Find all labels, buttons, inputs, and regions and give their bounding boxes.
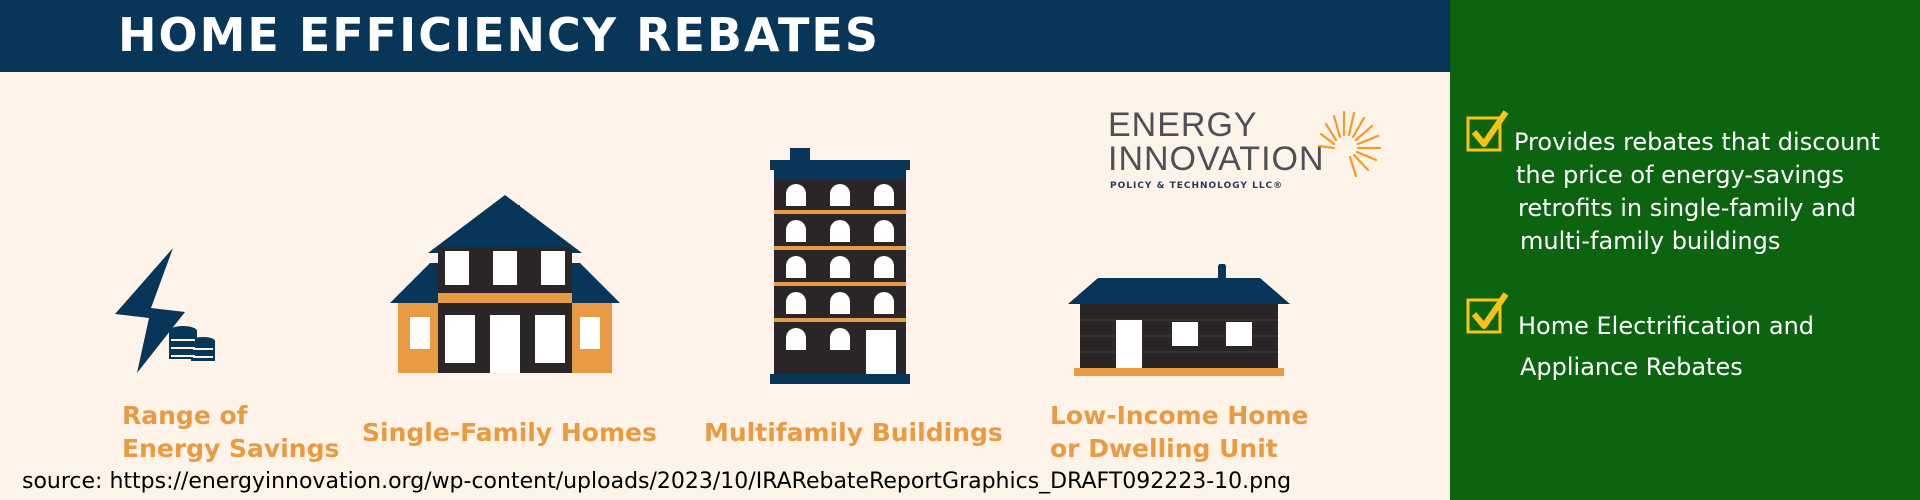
bullet-line: retrofits in single-family and bbox=[1518, 194, 1857, 222]
label-line: Low-Income Home bbox=[1050, 401, 1309, 430]
label-line: Energy Savings bbox=[122, 434, 340, 463]
small-home-icon bbox=[1068, 264, 1290, 376]
category-label-single-family: Single-Family Homes bbox=[362, 416, 657, 449]
apartment-building-icon bbox=[770, 148, 910, 384]
checkbox-checked-icon bbox=[1466, 292, 1509, 334]
source-caption: source: https://energyinnovation.org/wp-… bbox=[22, 469, 1292, 494]
bullet-line: Appliance Rebates bbox=[1520, 353, 1743, 381]
bullet-electrification: Home Electrification and Appliance Rebat… bbox=[1518, 306, 1814, 388]
category-label-low-income: Low-Income Home or Dwelling Unit bbox=[1050, 399, 1308, 465]
label-line: Range of bbox=[122, 401, 248, 430]
bullet-line: Provides rebates that discount bbox=[1514, 128, 1880, 156]
house-icon bbox=[390, 195, 620, 373]
sunburst-icon bbox=[1317, 110, 1382, 178]
label-line: Single-Family Homes bbox=[362, 418, 657, 447]
checkbox-checked-icon bbox=[1466, 110, 1509, 152]
bullet-rebates: Provides rebates that discount the price… bbox=[1514, 126, 1880, 258]
bullet-line: multi-family buildings bbox=[1520, 227, 1781, 255]
logo-subtitle: POLICY & TECHNOLOGY LLC® bbox=[1110, 181, 1284, 191]
category-label-energy-savings: Range of Energy Savings bbox=[122, 399, 339, 465]
logo-line-2: INNOVATION bbox=[1108, 140, 1325, 178]
logo-line-1: ENERGY bbox=[1108, 106, 1258, 144]
lightning-coins-icon bbox=[115, 248, 215, 373]
bullet-line: the price of energy-savings bbox=[1516, 161, 1845, 189]
label-line: Multifamily Buildings bbox=[704, 418, 1003, 447]
title-bar: HOME EFFICIENCY REBATES bbox=[0, 0, 1450, 72]
page-title: HOME EFFICIENCY REBATES bbox=[118, 8, 880, 62]
label-line: or Dwelling Unit bbox=[1050, 434, 1278, 463]
infographic-panel: HOME EFFICIENCY REBATES bbox=[0, 0, 1450, 494]
category-label-multifamily: Multifamily Buildings bbox=[704, 416, 1003, 449]
summary-sidebar: Provides rebates that discount the price… bbox=[1450, 0, 1920, 500]
bullet-line: Home Electrification and bbox=[1518, 312, 1815, 340]
